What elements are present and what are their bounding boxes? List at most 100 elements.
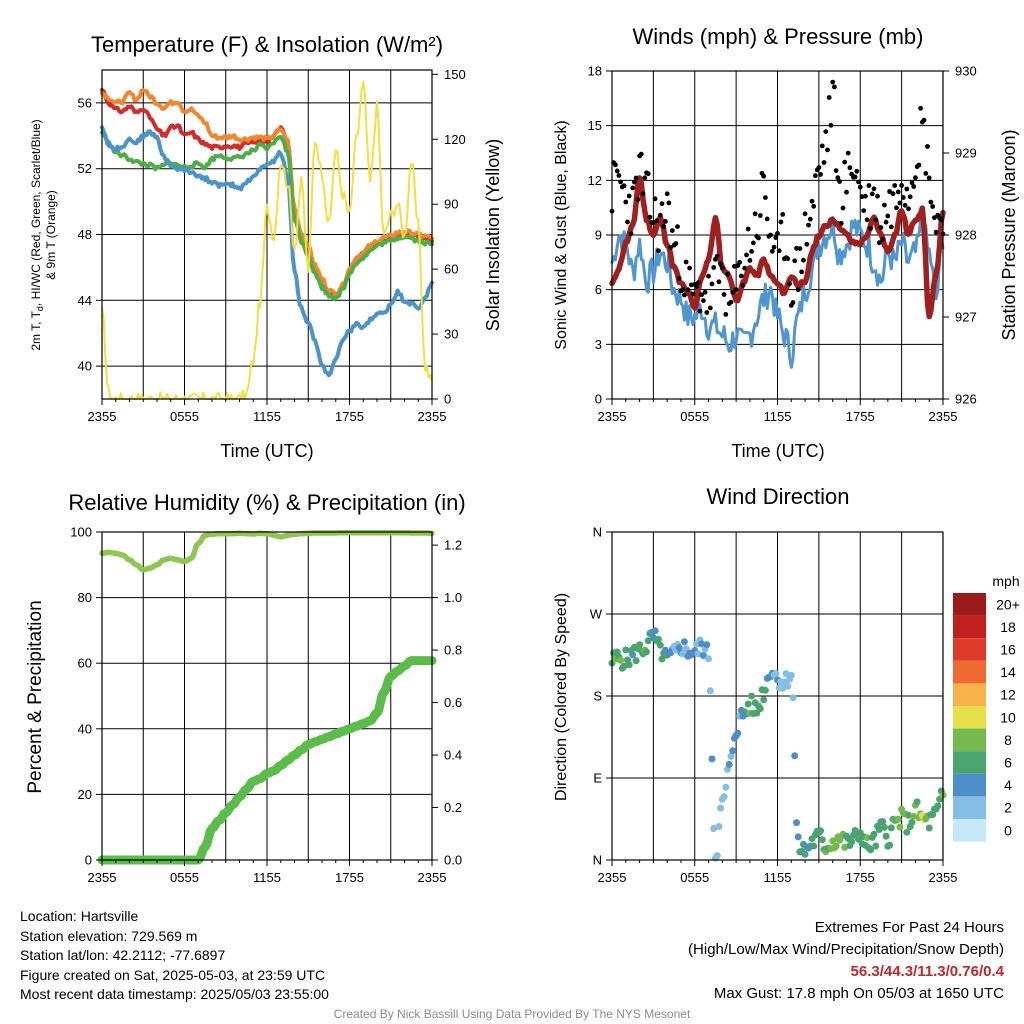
y2-tick-label: 0.6 [444, 695, 462, 710]
gust-point [878, 225, 884, 230]
direction-point [748, 692, 756, 700]
x-tick-label: 0555 [680, 870, 709, 885]
temperature-title: Temperature (F) & Insolation (W/m²) [91, 32, 443, 57]
direction-point [801, 850, 809, 858]
direction-point [896, 823, 904, 831]
direction-point [832, 842, 840, 850]
gust-point [638, 151, 644, 157]
gust-point [809, 198, 815, 204]
direction-point [879, 818, 887, 825]
temperature-ylabel-left-line2: & 9m T (Orange) [44, 190, 58, 280]
extremes-subtitle: (High/Low/Max Wind/Precipitation/Snow De… [688, 941, 1004, 958]
gust-point [633, 175, 639, 181]
direction-point [817, 827, 825, 835]
gust-point [613, 162, 618, 168]
direction-point [643, 648, 650, 656]
gust-point [823, 129, 829, 135]
gust-point [790, 300, 796, 305]
gust-point [792, 258, 798, 264]
direction-point [886, 841, 894, 849]
gust-point [742, 265, 748, 271]
gust-point [864, 217, 870, 223]
colorbar-swatch [953, 683, 986, 706]
colorbar-label: 16 [1000, 642, 1016, 658]
gust-point [921, 117, 927, 123]
gust-point [780, 212, 786, 217]
direction-point [708, 755, 716, 763]
x-tick-label: 1155 [253, 409, 281, 424]
gust-point [654, 218, 660, 224]
gust-point [769, 248, 775, 254]
direction-point [863, 834, 871, 842]
gust-point [866, 183, 872, 188]
y2-tick-label: 1.2 [444, 538, 462, 553]
gust-point [835, 175, 841, 181]
winds-xlabel: Time (UTC) [731, 441, 824, 461]
gust-point [871, 186, 877, 192]
direction-point [934, 802, 942, 810]
direction-point [848, 838, 856, 846]
gust-point [721, 292, 727, 297]
y2-tick-label: 0 [444, 392, 451, 407]
colorbar-swatch [953, 706, 986, 729]
x-tick-label: 1755 [335, 870, 364, 885]
direction-point [772, 670, 780, 678]
gust-point [933, 229, 939, 235]
gust-point [771, 244, 777, 250]
direction-point [625, 661, 633, 669]
direction-point [793, 819, 800, 827]
direction-point [818, 836, 826, 844]
winds-panel: Winds (mph) & Pressure (mb) 0 3 6 9 12 15 18 92… [553, 24, 1019, 461]
gust-point [632, 179, 637, 185]
gust-point [711, 265, 717, 270]
direction-point [651, 627, 659, 635]
direction-point [791, 752, 799, 760]
colorbar-swatch [953, 819, 986, 842]
direction-point [632, 657, 640, 665]
colorbar-swatch [953, 660, 986, 684]
y-tick-label: 60 [78, 656, 92, 671]
y-tick-label: 12 [588, 173, 602, 188]
colorbar-label: 2 [1004, 800, 1012, 816]
gust-point [825, 147, 830, 153]
gust-point [857, 184, 863, 190]
gust-point [913, 175, 918, 181]
gust-point [647, 214, 653, 220]
gust-point [845, 150, 851, 156]
y2-tick-label: 0.2 [444, 800, 462, 815]
latlon-text: Station lat/lon: 42.2112; -77.6897 [20, 947, 226, 963]
gust-point [738, 273, 744, 279]
gust-point [652, 196, 658, 202]
colorbar-title: mph [992, 573, 1019, 589]
gust-point [900, 195, 906, 200]
x-tick-label: 2355 [929, 409, 958, 424]
gust-point [801, 257, 806, 263]
gust-point [816, 165, 822, 170]
gust-point [785, 256, 791, 262]
gust-point [932, 215, 937, 221]
temperature-ylabel-left: 2m T, Td, HI/WC (Red, Green, Scarlet/Blu… [29, 119, 45, 350]
gust-point [761, 173, 767, 179]
gust-point [663, 219, 668, 224]
gust-point [730, 289, 736, 295]
gust-point [832, 84, 837, 90]
gust-point [682, 292, 687, 298]
credit-footer: Created By Nick Bassill Using Data Provi… [333, 1007, 691, 1021]
gust-point [806, 222, 811, 228]
colorbar-label: 18 [1000, 619, 1016, 635]
x-tick-label: 2355 [418, 870, 447, 885]
colorbar-swatch [953, 796, 986, 819]
gust-point [702, 289, 708, 295]
direction-point [655, 635, 662, 643]
gust-point [904, 186, 910, 192]
gust-point [773, 235, 779, 241]
y2-tick-label: 120 [444, 132, 466, 147]
temperature-panel: Temperature (F) & Insolation (W/m²) 40 44… [29, 32, 503, 461]
x-tick-label: 0555 [170, 409, 199, 424]
location-text: Location: Hartsville [20, 908, 139, 924]
colorbar-label: 6 [1004, 755, 1012, 771]
gust-point [882, 202, 887, 208]
series-line-td-hi [100, 130, 434, 301]
direction-point [760, 696, 768, 704]
gust-point [775, 231, 780, 236]
